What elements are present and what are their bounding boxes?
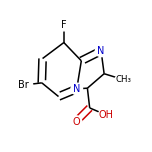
Text: F: F [61, 20, 67, 30]
Ellipse shape [71, 83, 83, 95]
Text: OH: OH [98, 110, 113, 120]
Ellipse shape [58, 19, 70, 31]
Ellipse shape [14, 79, 33, 91]
Text: N: N [97, 46, 105, 56]
Text: CH₃: CH₃ [116, 75, 132, 84]
Text: O: O [72, 117, 80, 127]
Ellipse shape [98, 109, 113, 121]
Ellipse shape [70, 116, 82, 127]
Ellipse shape [95, 45, 107, 57]
Text: N: N [73, 84, 80, 94]
Ellipse shape [115, 74, 133, 86]
Text: Br: Br [18, 80, 29, 90]
